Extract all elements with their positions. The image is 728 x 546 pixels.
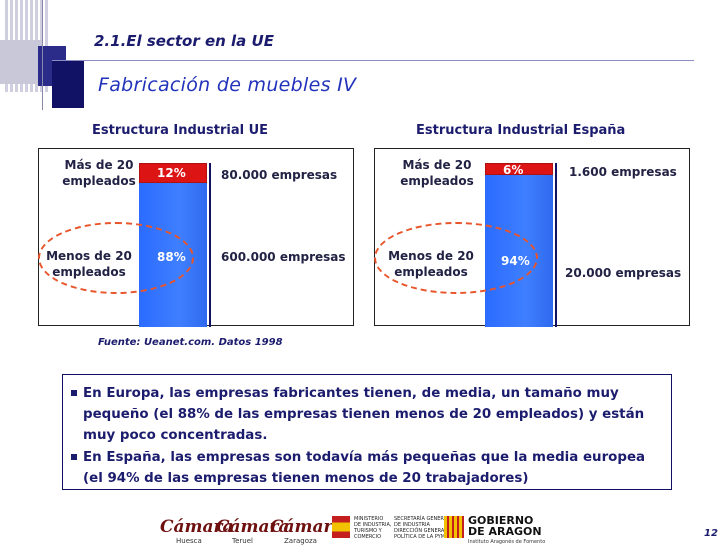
ue-large-bar [139, 163, 207, 183]
camara-zaragoza-logo: Cámara [270, 517, 344, 537]
es-large-count: 1.600 empresas [569, 165, 677, 179]
ue-small-count: 600.000 empresas [221, 250, 346, 264]
ministerio-text: MINISTERIO DE INDUSTRIA, TURISMO Y COMER… [354, 516, 392, 540]
es-heading: Estructura Industrial España [416, 123, 626, 138]
bullet-square-icon [71, 454, 77, 460]
secretaria-line: DIRECCIÓN GENERAL DE [394, 528, 456, 534]
slide-title: Fabricación de muebles IV [98, 74, 357, 96]
notes-box: En Europa, las empresas fabricantes tien… [62, 374, 672, 490]
gobierno-aragon-sub: Instituto Aragonés de Fomento [468, 539, 546, 545]
secretaria-line: DE INDUSTRIA [394, 522, 430, 528]
header-horizontal-rule [52, 60, 694, 61]
slide-subtitle: 2.1.El sector en la UE [94, 32, 274, 50]
gobierno-line: GOBIERNO [468, 514, 534, 527]
ue-large-pct: 12% [157, 166, 186, 180]
ue-bar-edge [209, 163, 211, 327]
spain-coat-of-arms-icon [332, 516, 350, 538]
note-text: En España, las empresas son todavía más … [83, 450, 646, 486]
es-small-count: 20.000 empresas [565, 266, 682, 280]
bullet-square-icon [71, 390, 77, 396]
camara-huesca-sub: Huesca [176, 537, 202, 545]
ministerio-line: COMERCIO [354, 534, 382, 540]
es-highlight-ellipse [374, 222, 538, 294]
note-item: En Europa, las empresas fabricantes tien… [71, 383, 659, 446]
page-number: 12 [704, 528, 718, 539]
secretaria-line: POLÍTICA DE LA PYME [394, 534, 449, 540]
camara-teruel-sub: Teruel [232, 537, 253, 545]
gobierno-aragon-logo: GOBIERNO DE ARAGON [468, 515, 542, 537]
es-large-pct: 6% [503, 163, 524, 177]
ministerio-line: DE INDUSTRIA, [354, 522, 392, 528]
header-block-dark [52, 60, 84, 108]
ministerio-line: MINISTERIO [354, 516, 384, 522]
note-text: En Europa, las empresas fabricantes tien… [83, 386, 645, 443]
header-vertical-rule [42, 0, 43, 110]
ue-large-label: Más de 20 empleados [62, 158, 136, 188]
chart-source: Fuente: Ueanet.com. Datos 1998 [98, 337, 283, 348]
header-block-light [0, 40, 42, 84]
secretaria-line: SECRETARÍA GENERAL [394, 516, 450, 522]
ue-heading: Estructura Industrial UE [92, 123, 269, 138]
ue-large-count: 80.000 empresas [221, 168, 338, 182]
camara-huesca-logo: Cámara [160, 517, 234, 537]
es-bar-edge [555, 163, 557, 327]
ue-highlight-ellipse [38, 222, 194, 294]
aragon-flag-icon [444, 516, 464, 538]
es-large-label: Más de 20 empleados [400, 158, 474, 188]
camara-zaragoza-sub: Zaragoza [284, 537, 317, 545]
secretaria-text: SECRETARÍA GENERAL DE INDUSTRIA DIRECCIÓ… [394, 516, 456, 540]
note-item: En España, las empresas son todavía más … [71, 447, 659, 489]
gobierno-line: DE ARAGON [468, 525, 542, 538]
ministerio-line: TURISMO Y [354, 528, 382, 534]
camara-teruel-logo: Cámara [216, 517, 290, 537]
es-large-bar [485, 163, 553, 175]
